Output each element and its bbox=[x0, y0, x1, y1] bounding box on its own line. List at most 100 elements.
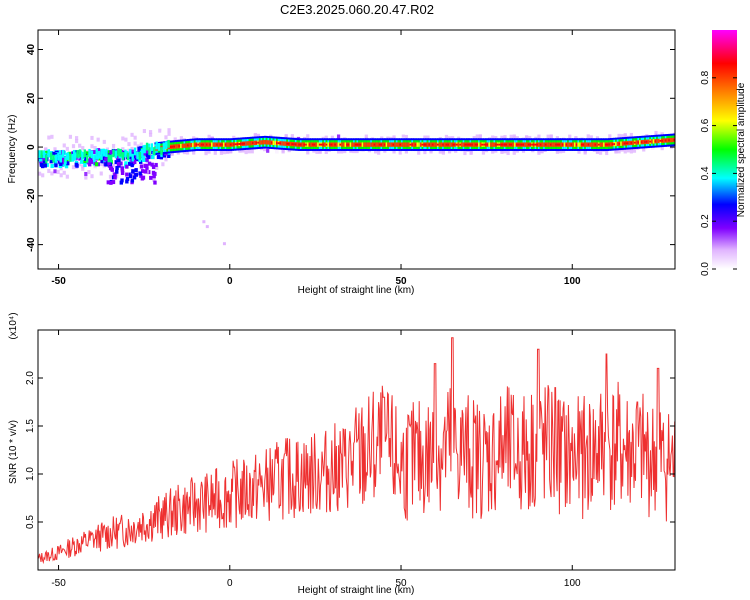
heatmap-cell bbox=[54, 154, 58, 163]
spectrogram-frame bbox=[37, 29, 676, 270]
heatmap-cell bbox=[503, 143, 507, 146]
snr-multiplier: (x10⁴) bbox=[8, 312, 19, 339]
heatmap-cell bbox=[281, 141, 284, 146]
heatmap-cell bbox=[229, 149, 233, 154]
heatmap-cell bbox=[216, 143, 219, 146]
heatmap-cell bbox=[130, 178, 135, 183]
heatmap-cell bbox=[628, 140, 632, 146]
heatmap-cell bbox=[178, 145, 181, 148]
heatmap-cell bbox=[114, 160, 118, 165]
heatmap-cell bbox=[68, 134, 73, 139]
heatmap-cell bbox=[169, 145, 173, 148]
spectrogram-ytick-label: -20 bbox=[26, 188, 37, 203]
heatmap-cell bbox=[141, 148, 144, 157]
heatmap-cell bbox=[108, 166, 113, 171]
heatmap-cell bbox=[558, 143, 561, 146]
heatmap-cell bbox=[392, 143, 395, 146]
heatmap-cell bbox=[551, 142, 555, 147]
heatmap-cell bbox=[663, 138, 666, 143]
heatmap-cell bbox=[88, 148, 91, 157]
heatmap-cell bbox=[155, 165, 159, 170]
heatmap-cell bbox=[113, 175, 117, 180]
heatmap-cell bbox=[42, 160, 47, 165]
heatmap-cell bbox=[87, 155, 91, 160]
snr-ytick-label: 2.0 bbox=[25, 371, 36, 385]
heatmap-cell bbox=[644, 140, 647, 143]
spectrogram-xtick-label: 0 bbox=[227, 276, 233, 287]
heatmap-cell bbox=[606, 143, 609, 146]
heatmap-cell bbox=[467, 143, 471, 146]
heatmap-cell bbox=[171, 145, 174, 148]
heatmap-cell bbox=[332, 142, 335, 147]
heatmap-cell bbox=[167, 128, 171, 133]
heatmap-cell bbox=[83, 149, 86, 158]
heatmap-cell bbox=[356, 143, 359, 146]
heatmap-cell bbox=[186, 144, 190, 147]
heatmap-cell bbox=[355, 149, 359, 154]
heatmap-cell bbox=[257, 141, 260, 144]
heatmap-cell bbox=[432, 134, 436, 139]
heatmap-cell bbox=[445, 143, 448, 146]
heatmap-cell bbox=[156, 155, 161, 160]
heatmap-cell bbox=[481, 143, 484, 146]
heatmap-cell bbox=[609, 142, 613, 147]
heatmap-cell bbox=[131, 153, 134, 162]
heatmap-cell bbox=[207, 134, 211, 139]
heatmap-cell bbox=[90, 150, 94, 159]
heatmap-cell bbox=[608, 143, 611, 146]
heatmap-cell bbox=[124, 137, 128, 142]
heatmap-cell bbox=[318, 143, 322, 146]
heatmap-cell bbox=[540, 149, 544, 154]
colorbar-ticks: 0.0 0.2 0.4 0.6 0.8 bbox=[700, 70, 737, 276]
heatmap-cell bbox=[133, 135, 137, 140]
heatmap-cell bbox=[560, 142, 563, 147]
heatmap-cell bbox=[464, 143, 467, 146]
heatmap-cell bbox=[549, 134, 553, 139]
heatmap-cell bbox=[167, 139, 170, 148]
heatmap-cell bbox=[164, 157, 168, 162]
heatmap-cell bbox=[491, 149, 495, 154]
heatmap-cell bbox=[142, 151, 146, 156]
heatmap-cell bbox=[443, 142, 447, 147]
heatmap-cell bbox=[272, 140, 275, 145]
heatmap-cell bbox=[642, 147, 646, 152]
heatmap-cell bbox=[152, 174, 156, 179]
heatmap-cell bbox=[120, 170, 125, 175]
heatmap-cell bbox=[555, 136, 560, 141]
heatmap-cell bbox=[306, 150, 310, 155]
heatmap-cell bbox=[42, 150, 46, 159]
heatmap-cell bbox=[151, 155, 155, 160]
heatmap-cell bbox=[447, 136, 452, 141]
heatmap-cell bbox=[148, 147, 151, 156]
heatmap-cell bbox=[364, 134, 368, 139]
heatmap-cell bbox=[238, 143, 241, 145]
heatmap-cell bbox=[344, 142, 347, 147]
heatmap-cell bbox=[232, 135, 236, 140]
heatmap-cell bbox=[120, 168, 125, 173]
heatmap-cell bbox=[164, 135, 168, 140]
heatmap-cell bbox=[584, 142, 587, 147]
heatmap-cell bbox=[654, 140, 657, 143]
heatmap-cell bbox=[276, 142, 279, 145]
heatmap-cell bbox=[258, 140, 262, 145]
heatmap-cell bbox=[94, 162, 99, 167]
heatmap-cell bbox=[57, 152, 60, 161]
spectrogram-panel: -50 0 50 100 -40 -20 0 20 40 Frequency (Hz) Heig… bbox=[7, 29, 676, 296]
heatmap-cell bbox=[592, 142, 596, 147]
heatmap-cell bbox=[339, 143, 342, 146]
heatmap-cell bbox=[151, 165, 156, 170]
heatmap-cell bbox=[503, 135, 507, 140]
heatmap-cell bbox=[597, 143, 601, 146]
heatmap-cell bbox=[390, 142, 394, 147]
spectrogram-xtick-label: 50 bbox=[395, 276, 407, 287]
heatmap-cell bbox=[471, 143, 474, 146]
heatmap-cell bbox=[347, 143, 351, 146]
heatmap-cell bbox=[311, 143, 315, 146]
heatmap-cell bbox=[260, 140, 264, 145]
heatmap-cell bbox=[47, 135, 51, 140]
heatmap-cell bbox=[385, 142, 389, 147]
heatmap-cell bbox=[623, 149, 627, 154]
heatmap-cell bbox=[145, 167, 149, 172]
heatmap-cell bbox=[334, 143, 337, 146]
heatmap-cell bbox=[401, 149, 405, 154]
